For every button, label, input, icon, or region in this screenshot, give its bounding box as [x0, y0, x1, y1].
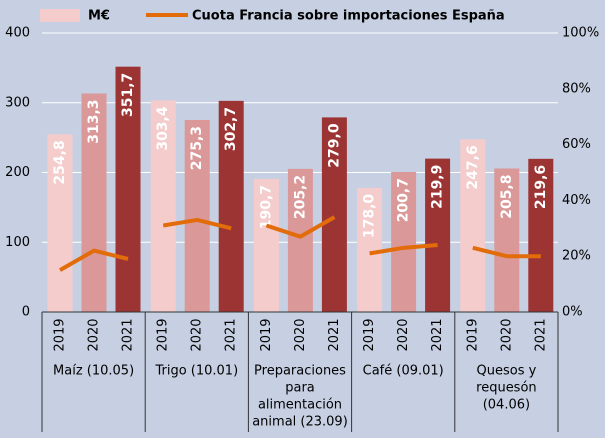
year-label: 2019 — [53, 318, 68, 351]
bar — [218, 100, 244, 312]
x-tick-label: Preparaciones — [254, 364, 346, 379]
y2-tick-label: 40% — [562, 193, 591, 208]
x-tick-label: Quesos y — [477, 364, 537, 379]
bar — [357, 187, 383, 312]
year-label: 2020 — [499, 318, 514, 351]
y2-tick-label: 60% — [562, 137, 591, 152]
bar — [287, 168, 313, 312]
y-tick-label: 400 — [5, 26, 30, 41]
legend-swatch-bar — [40, 9, 80, 22]
bar — [494, 168, 520, 312]
x-tick-label: alimentación — [258, 398, 342, 413]
bar — [460, 139, 486, 312]
bar — [253, 178, 279, 312]
bar — [47, 134, 73, 312]
x-tick-label: (04.06) — [483, 398, 530, 413]
value-label: 219,9 — [430, 165, 446, 209]
year-label: 2020 — [87, 318, 102, 351]
value-label: 178,0 — [362, 194, 378, 239]
year-label: 2019 — [156, 318, 171, 351]
line-series — [59, 248, 129, 272]
y-tick-label: 200 — [5, 165, 30, 180]
y-tick-label: 300 — [5, 95, 30, 110]
year-label: 2020 — [396, 318, 411, 351]
year-label: 2021 — [430, 318, 445, 351]
bar — [425, 158, 451, 312]
year-label: 2020 — [190, 318, 205, 351]
y2-tick-label: 100% — [562, 26, 599, 41]
x-tick-label: Café (09.01) — [363, 364, 444, 379]
value-label: 313,3 — [86, 99, 102, 143]
bar — [184, 119, 210, 313]
year-label: 2021 — [224, 318, 239, 351]
bar — [528, 158, 554, 312]
value-label: 205,8 — [499, 174, 515, 218]
year-label: 2019 — [259, 318, 274, 351]
legend-label: Cuota Francia sobre importaciones España — [192, 9, 505, 24]
bar — [150, 100, 176, 312]
x-tick-label: para — [285, 381, 315, 396]
value-label: 351,7 — [120, 73, 136, 117]
value-label: 279,0 — [326, 123, 342, 168]
x-tick-label: Maíz (10.05) — [53, 364, 134, 379]
line-series — [369, 243, 438, 256]
line-series — [472, 245, 541, 259]
value-label: 205,2 — [292, 175, 308, 219]
value-label: 254,8 — [52, 140, 68, 184]
y-tick-label: 100 — [5, 235, 30, 250]
x-tick-label: animal (23.09) — [252, 415, 348, 430]
bar — [321, 117, 347, 313]
legend-label: M€ — [88, 9, 110, 24]
line-series — [265, 215, 336, 239]
value-label: 302,7 — [223, 107, 239, 151]
y-tick-label: 0 — [22, 305, 30, 320]
value-label: 303,4 — [155, 106, 171, 151]
y2-tick-label: 80% — [562, 81, 591, 96]
year-label: 2021 — [533, 318, 548, 351]
bar — [115, 66, 141, 313]
year-label: 2019 — [465, 318, 480, 351]
x-tick-label: requesón — [476, 381, 537, 396]
year-label: 2021 — [327, 318, 342, 351]
value-label: 200,7 — [396, 178, 412, 222]
y2-tick-label: 20% — [562, 249, 591, 264]
year-label: 2019 — [362, 318, 377, 351]
year-label: 2020 — [293, 318, 308, 351]
value-label: 219,6 — [533, 165, 549, 209]
y2-tick-label: 0% — [562, 305, 583, 320]
year-label: 2021 — [121, 318, 136, 351]
x-tick-label: Trigo (10.01) — [154, 364, 238, 379]
value-label: 275,3 — [189, 126, 205, 170]
value-label: 247,6 — [465, 145, 481, 189]
bar — [391, 172, 417, 312]
value-label: 190,7 — [258, 185, 274, 229]
line-series — [162, 217, 232, 231]
bar — [81, 93, 107, 312]
